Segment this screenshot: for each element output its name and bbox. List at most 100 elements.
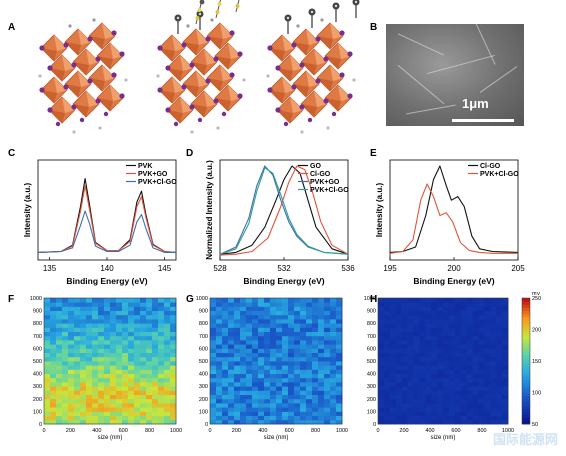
colorbar-segment [522,420,530,425]
heatmap-cell-h [389,411,397,416]
heatmap-cell-h [502,373,509,379]
heatmap-cell-h [413,340,420,345]
colorbar-segment [522,386,530,390]
heatmap-cell-h [460,407,468,412]
heatmap-cell-f [170,314,177,320]
heatmap-cell-h [454,407,462,412]
heatmap-cell-h [383,386,391,391]
heatmap-cell-g [288,331,295,337]
colorbar-segment [522,367,530,371]
heatmap-cell-g [324,361,331,366]
heatmap-cell-f [74,403,81,408]
heatmap-cell-g [210,323,217,328]
heatmap-cell-g [306,348,313,353]
heatmap-cell-f [134,365,141,370]
heatmap-cell-f [170,344,177,349]
heatmap-cell-h [419,365,426,370]
heatmap-cell-f [146,319,153,324]
heatmap-cell-f [140,344,147,349]
heatmap-cell-g [240,352,247,358]
heatmap-cell-f [128,373,135,379]
heatmap-cell-f [122,310,129,316]
heatmap-cell-h [407,348,414,353]
colorbar-segment [522,354,530,359]
heatmap-cell-f [50,314,57,320]
heatmap-cell-h [460,302,468,307]
heatmap-cell-g [330,403,337,408]
heatmap-cell-h [484,327,491,332]
heatmap-cell-g [318,356,325,362]
heatmap-cell-f [44,382,51,387]
heatmap-cell-f [80,419,87,425]
heatmap-cell-f [134,306,141,311]
heatmap-cell-f [110,302,117,307]
heatmap-cell-h [443,340,450,345]
heatmap-cell-f [164,411,171,416]
heatmap-cell-g [294,398,301,404]
heatmap-cell-g [270,415,277,421]
heatmap-cell-f [50,344,57,349]
heatmap-cell-f [122,365,129,370]
heatmap-cell-g [246,373,253,379]
heatmap-cell-f [134,302,141,307]
heatmap-cell-h [407,302,414,307]
heatmap-cell-h [437,306,444,311]
heatmap-cell-h [490,382,497,387]
heatmap-cell-f [74,369,81,374]
heatmap-cell-f [98,310,105,316]
heatmap-cell-h [407,361,414,366]
heatmap-cell-g [228,365,235,370]
heatmap-cell-h [448,331,456,337]
heatmap-cell-g [246,356,253,362]
heatmap-cell-h [383,377,391,383]
heatmap-cell-h [378,411,385,416]
heatmap-cell-h [466,306,473,311]
heatmap-cell-h [413,327,420,332]
heatmap-cell-f [164,314,171,320]
heatmap-cell-g [276,398,283,404]
heatmap-cell-f [80,331,87,337]
heatmap-cell-f [146,407,153,412]
heatmap-cell-h [383,331,391,337]
heatmap-cell-h [437,377,444,383]
heatmap-cell-g [270,344,277,349]
heatmap-cell-h [395,411,403,416]
heatmap-cell-f [98,394,105,400]
heatmap-cell-h [478,411,485,416]
colorbar-segment [522,304,530,308]
heatmap-cell-g [300,327,307,332]
heatmap-cell-h [431,340,438,345]
heatmap-cell-f [164,335,171,341]
heatmap-cell-f [56,344,63,349]
heatmap-cell-g [336,298,343,303]
heatmap-cell-h [407,331,414,337]
heatmap-cell-g [240,340,247,345]
heatmap-cell-g [210,356,217,362]
heatmap-cell-f [122,415,129,421]
heatmap-cell-f [158,314,165,320]
heatmap-cell-g [282,369,289,374]
heatmap-cell-g [276,415,283,421]
heatmap-cell-f [128,323,135,328]
heatmap-cell-f [164,373,171,379]
heatmap-cell-g [312,327,319,332]
heatmap-cell-f [80,335,87,341]
heatmap-cell-h [466,377,473,383]
heatmap-cell-h [383,390,391,395]
heatmap-cell-h [413,403,420,408]
heatmap-cell-g [258,403,265,408]
heatmap-cell-f [98,390,105,395]
heatmap-cell-g [336,377,343,383]
heatmap-cell-g [300,377,307,383]
heatmap-cell-f [56,419,63,425]
heatmap-cell-g [300,331,307,337]
heatmap-cell-f [146,361,153,366]
heatmap-cell-f [68,394,75,400]
heatmap-cell-g [234,411,241,416]
colorbar-segment [522,383,530,387]
heatmap-cell-h [443,302,450,307]
heatmap-cell-g [330,356,337,362]
heatmap-cell-g [216,319,223,324]
heatmap-cell-g [270,377,277,383]
heatmap-cell-h [484,365,491,370]
